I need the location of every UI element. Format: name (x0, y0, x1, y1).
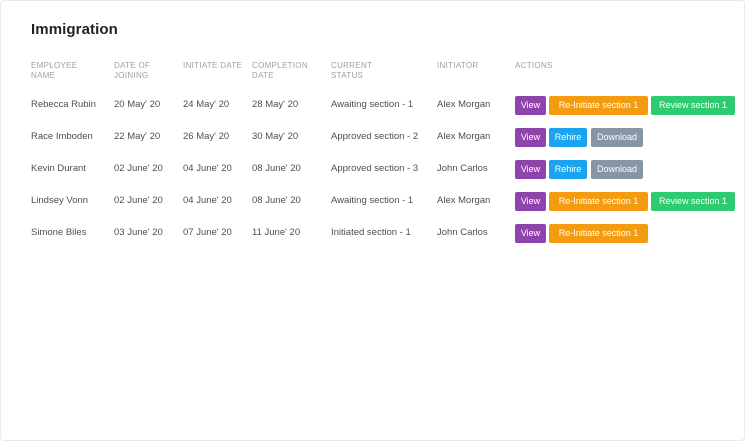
employee-name: Simone Biles (31, 227, 87, 238)
header-actions: ACTIONS (515, 61, 553, 70)
reinitiate-section-button[interactable]: Re-Initiate section 1 (549, 192, 648, 211)
completion-date: 08 June' 20 (252, 195, 301, 206)
initiator: John Carlos (437, 227, 488, 238)
employee-name: Race Imboden (31, 131, 93, 142)
review-section-button[interactable]: Review section 1 (651, 192, 735, 211)
header-date-of-joining: DATE OF JOINING (114, 61, 151, 80)
reinitiate-section-button[interactable]: Re-Initiate section 1 (549, 224, 648, 243)
current-status: Approved section - 3 (331, 163, 419, 174)
view-button[interactable]: View (515, 96, 546, 115)
view-button[interactable]: View (515, 160, 546, 179)
employee-name: Rebecca Rubin (31, 99, 96, 110)
initiate-date: 07 June' 20 (183, 227, 232, 238)
completion-date: 28 May' 20 (252, 99, 299, 110)
table-row: Kevin Durant 02 June' 20 04 June' 20 08 … (1, 159, 745, 191)
date-of-joining: 02 June' 20 (114, 163, 163, 174)
view-button[interactable]: View (515, 224, 546, 243)
employee-name: Kevin Durant (31, 163, 86, 174)
rehire-button[interactable]: Rehire (549, 160, 587, 179)
current-status: Initiated section - 1 (331, 227, 411, 238)
initiator: John Carlos (437, 163, 488, 174)
current-status: Awaiting section - 1 (331, 99, 414, 110)
initiate-date: 24 May' 20 (183, 99, 230, 110)
initiate-date: 04 June' 20 (183, 163, 232, 174)
table-row: Lindsey Vonn 02 June' 20 04 June' 20 08 … (1, 191, 745, 223)
current-status: Awaiting section - 1 (331, 195, 414, 206)
completion-date: 08 June' 20 (252, 163, 301, 174)
header-initiate-date: INITIATE DATE (183, 61, 243, 70)
header-initiator: INITIATOR (437, 61, 479, 70)
rehire-button[interactable]: Rehire (549, 128, 587, 147)
table-row: Rebecca Rubin 20 May' 20 24 May' 20 28 M… (1, 95, 745, 127)
completion-date: 11 June' 20 (252, 227, 301, 238)
employee-name: Lindsey Vonn (31, 195, 89, 206)
page-title: Immigration (31, 21, 118, 38)
initiator: Alex Morgan (437, 195, 491, 206)
view-button[interactable]: View (515, 192, 546, 211)
date-of-joining: 22 May' 20 (114, 131, 161, 142)
date-of-joining: 02 June' 20 (114, 195, 163, 206)
completion-date: 30 May' 20 (252, 131, 299, 142)
header-employee-name: EMPLOYEE NAME (31, 61, 78, 80)
initiate-date: 26 May' 20 (183, 131, 230, 142)
header-completion-date: COMPLETION DATE (252, 61, 308, 80)
review-section-button[interactable]: Review section 1 (651, 96, 735, 115)
table-row: Race Imboden 22 May' 20 26 May' 20 30 Ma… (1, 127, 745, 159)
current-status: Approved section - 2 (331, 131, 419, 142)
view-button[interactable]: View (515, 128, 546, 147)
date-of-joining: 20 May' 20 (114, 99, 161, 110)
table-row: Simone Biles 03 June' 20 07 June' 20 11 … (1, 223, 745, 255)
date-of-joining: 03 June' 20 (114, 227, 163, 238)
initiator: Alex Morgan (437, 131, 491, 142)
download-button[interactable]: Download (591, 160, 643, 179)
initiator: Alex Morgan (437, 99, 491, 110)
initiate-date: 04 June' 20 (183, 195, 232, 206)
header-current-status: CURRENT STATUS (331, 61, 373, 80)
download-button[interactable]: Download (591, 128, 643, 147)
reinitiate-section-button[interactable]: Re-Initiate section 1 (549, 96, 648, 115)
